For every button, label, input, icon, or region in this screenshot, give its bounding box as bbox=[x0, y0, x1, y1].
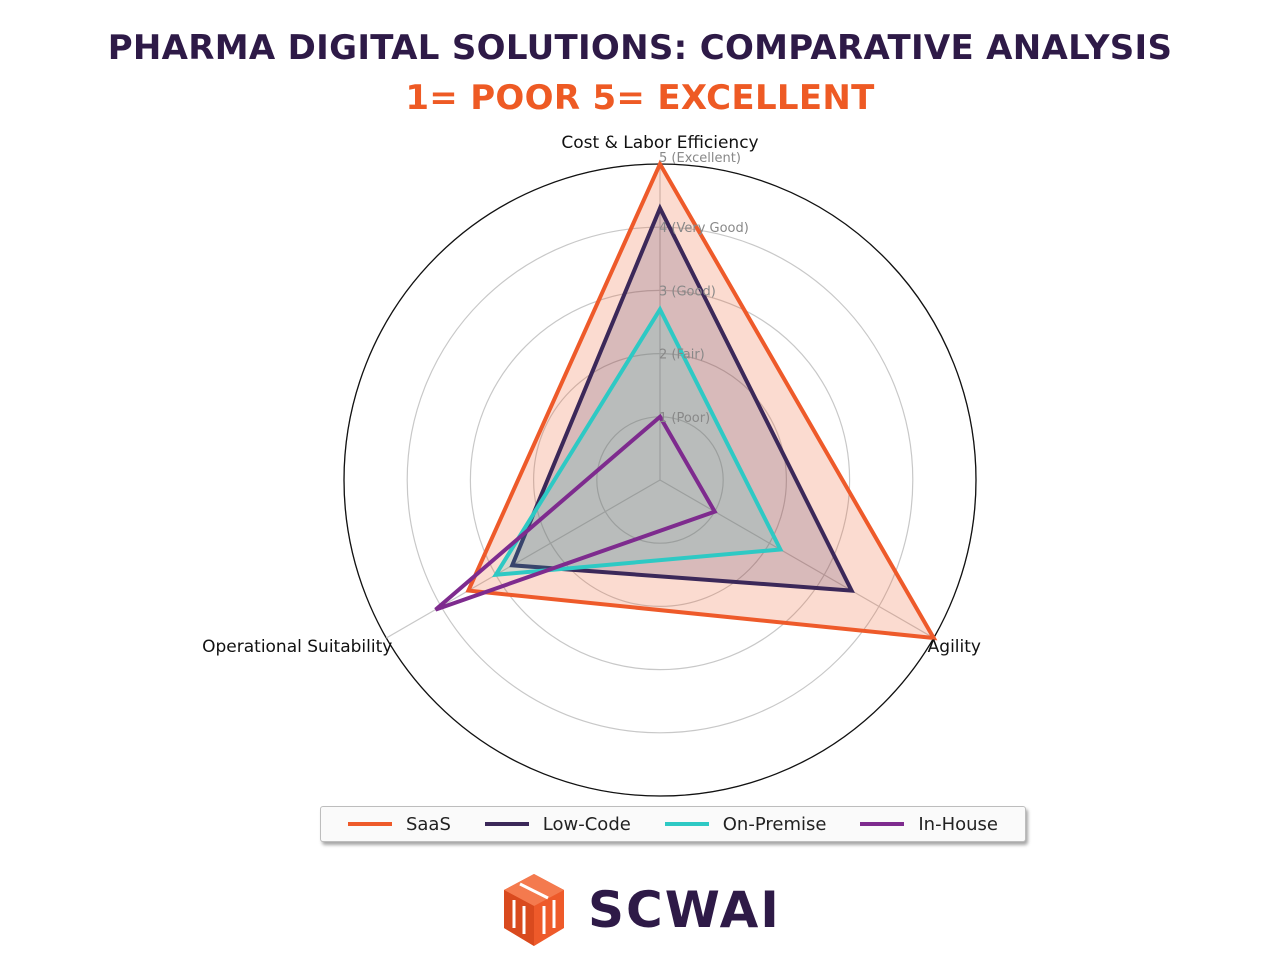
legend-item-in-house: In-House bbox=[860, 814, 998, 835]
legend-item-saas: SaaS bbox=[347, 813, 451, 835]
legend-item-on-premise: On-Premise bbox=[664, 813, 827, 835]
tick-label-2: 2 (Fair) bbox=[659, 348, 705, 363]
legend-swatch bbox=[347, 822, 392, 826]
series-low-code bbox=[509, 203, 855, 593]
axis-label-1: Agility bbox=[928, 637, 981, 657]
tick-label-1: 1 (Poor) bbox=[659, 411, 710, 426]
radar-tick-labels: 1 (Poor) 2 (Fair) 3 (Good) 4 (Very Good) 5 (… bbox=[659, 151, 749, 426]
cube-logo-icon bbox=[504, 874, 564, 946]
tick-label-3: 3 (Good) bbox=[659, 284, 716, 299]
legend-label: On-Premise bbox=[722, 813, 827, 835]
chart-legend: SaaS Low-Code On-Premise In-House bbox=[320, 806, 1026, 842]
legend-swatch bbox=[860, 822, 905, 826]
brand-logo: SCWAI bbox=[500, 870, 800, 950]
axis-label-2: Operational Suitability bbox=[202, 637, 392, 657]
legend-label: In-House bbox=[918, 813, 998, 835]
legend-swatch bbox=[664, 822, 709, 826]
tick-label-4: 4 (Very Good) bbox=[659, 221, 749, 236]
series-in-house bbox=[434, 413, 718, 612]
spoke-1 bbox=[659, 479, 934, 639]
spoke-2 bbox=[386, 479, 661, 639]
legend-label: Low-Code bbox=[542, 813, 631, 835]
axis-label-0: Cost & Labor Efficiency bbox=[561, 133, 758, 153]
radar-axis-labels: Cost & Labor Efficiency Agility Operationa… bbox=[202, 133, 981, 657]
logo-text: SCWAI bbox=[588, 881, 781, 939]
chart-subtitle: 1= POOR 5= EXCELLENT bbox=[405, 78, 875, 118]
radar-series bbox=[434, 159, 938, 641]
legend-swatch bbox=[484, 822, 529, 826]
series-on-premise bbox=[491, 305, 784, 578]
legend-item-low-code: Low-Code bbox=[484, 813, 631, 835]
tick-label-5: 5 (Excellent) bbox=[659, 151, 741, 166]
chart-title: PHARMA DIGITAL SOLUTIONS: COMPARATIVE AN… bbox=[107, 28, 1173, 68]
legend-label: SaaS bbox=[405, 813, 451, 835]
